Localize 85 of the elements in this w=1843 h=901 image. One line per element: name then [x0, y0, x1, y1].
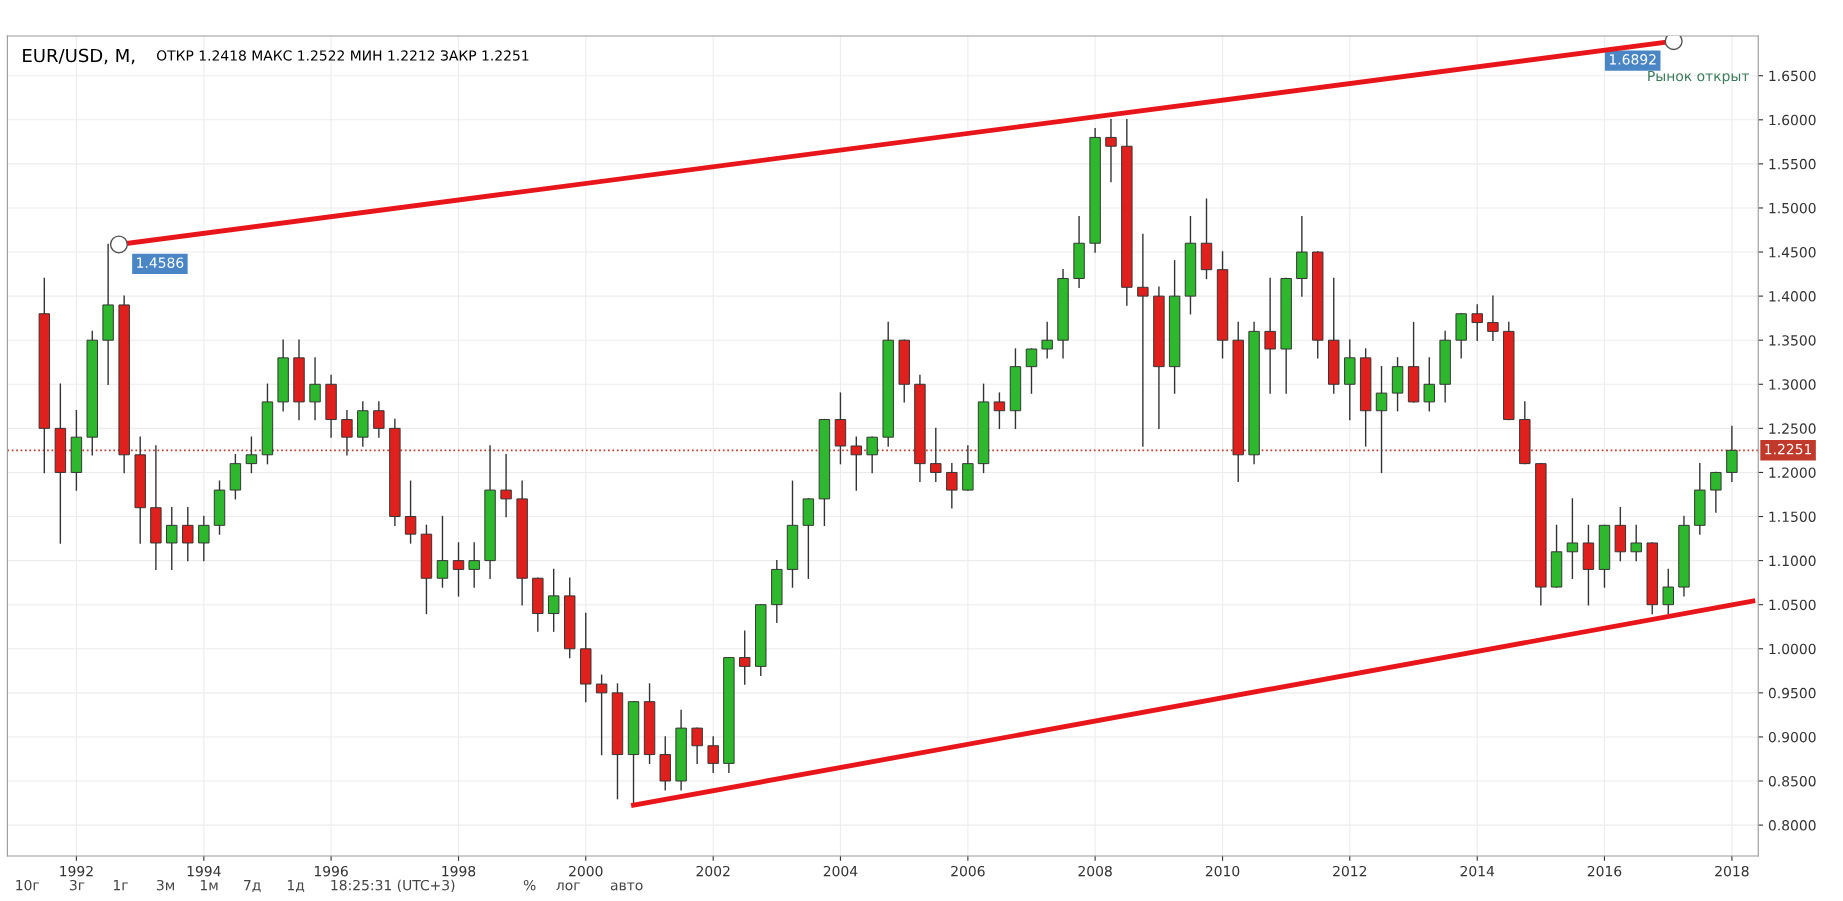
- text: 1д: [287, 880, 305, 893]
- ref-line-label: 1.2251: [1765, 443, 1812, 455]
- candlestick: [1137, 233, 1149, 447]
- y-tick-label: 1.4500: [1769, 247, 1816, 258]
- y-tick-label: 1.5000: [1769, 202, 1816, 214]
- y-tick-label: 1.1500: [1769, 511, 1816, 522]
- candlestick: [1264, 277, 1276, 394]
- y-tick-label: 1.1000: [1769, 555, 1816, 567]
- candlestick: [1105, 119, 1117, 183]
- text: 1м: [200, 880, 218, 891]
- candlestick: [1487, 295, 1499, 341]
- candlestick: [404, 480, 417, 544]
- text: %: [523, 879, 536, 891]
- x-tick-label: 1994: [187, 865, 221, 877]
- x-tick-label: 2006: [951, 865, 985, 877]
- y-tick-label: 1.4000: [1769, 291, 1816, 302]
- candlestick: [1566, 498, 1579, 579]
- candlestick: [1710, 471, 1722, 513]
- x-tick-label: 1998: [442, 865, 476, 877]
- candlestick: [1662, 568, 1674, 615]
- text: 18:25:31 (UTC+3): [331, 879, 455, 893]
- candlestick: [739, 630, 751, 685]
- text: 3м: [156, 879, 174, 891]
- candlestick: [373, 401, 385, 438]
- x-tick-label: 2014: [1460, 865, 1495, 877]
- y-tick-label: 1.3500: [1769, 335, 1816, 346]
- candlestick: [500, 454, 512, 518]
- text: авто: [610, 882, 643, 891]
- data-label: 1.4586: [137, 257, 184, 268]
- text: 7д: [244, 880, 261, 893]
- candlestick: [1041, 321, 1053, 359]
- candlestick: [595, 674, 608, 756]
- y-tick-label: 1.0000: [1769, 643, 1816, 655]
- candlestick: [547, 568, 560, 632]
- candlestick: [1726, 425, 1738, 482]
- candlestick: [468, 542, 480, 588]
- candlestick: [930, 427, 942, 482]
- candlestick: [166, 507, 178, 571]
- x-tick-label: 2002: [696, 865, 730, 877]
- y-tick-label: 1.0500: [1769, 599, 1816, 611]
- x-tick-label: 2016: [1587, 865, 1622, 877]
- candlestick: [946, 462, 958, 509]
- candlestick: [1423, 357, 1435, 412]
- text: 3г: [69, 879, 85, 891]
- candlestick: [452, 542, 465, 597]
- text: ОТКР 1.2418 МАКС 1.2522 МИН 1.2212 ЗАКР 1.2251: [156, 50, 529, 61]
- y-tick-label: 1.6000: [1769, 114, 1816, 126]
- annotation: Рынок открыт: [1648, 70, 1750, 84]
- candlestick: [850, 436, 863, 491]
- text: 10г: [16, 879, 40, 891]
- y-tick-label: 0.8500: [1768, 775, 1816, 787]
- candlestick: [1471, 304, 1483, 341]
- x-tick-label: 2000: [569, 865, 603, 877]
- x-tick-label: 2018: [1715, 865, 1749, 877]
- x-tick-label: 2008: [1078, 865, 1112, 877]
- x-tick-label: 2010: [1205, 865, 1240, 877]
- candlestick: [691, 727, 703, 765]
- candlestick: [198, 515, 210, 562]
- y-tick-label: 0.9500: [1768, 687, 1816, 699]
- text: 1г: [113, 880, 128, 891]
- y-tick-label: 1.3000: [1769, 379, 1816, 390]
- candlestick: [341, 410, 353, 456]
- candlestick: [1630, 524, 1642, 562]
- candlestick: [1025, 348, 1038, 394]
- candlestick: [993, 392, 1006, 430]
- text: EUR/USD, M,: [23, 48, 135, 65]
- text: лог: [556, 882, 580, 891]
- y-tick-label: 1.2000: [1769, 467, 1816, 478]
- candlestick: [182, 507, 194, 562]
- candlestick: [245, 436, 258, 474]
- x-tick-label: 1996: [314, 865, 348, 877]
- y-tick-label: 1.6500: [1769, 70, 1816, 82]
- x-tick-label: 1992: [60, 865, 93, 877]
- candlestick: [866, 436, 878, 474]
- y-tick-label: 1.5500: [1769, 158, 1816, 170]
- candlestick: [707, 736, 719, 773]
- data-label: 1.6892: [1609, 54, 1656, 65]
- y-tick-label: 0.9000: [1768, 731, 1816, 743]
- y-tick-label: 0.8000: [1768, 820, 1816, 831]
- x-tick-label: 2004: [823, 865, 858, 877]
- candlestick: [309, 357, 321, 421]
- y-tick-label: 1.2500: [1769, 423, 1816, 434]
- candlestick: [1375, 365, 1388, 474]
- x-tick-label: 2012: [1333, 865, 1367, 877]
- candlestick: [436, 515, 449, 588]
